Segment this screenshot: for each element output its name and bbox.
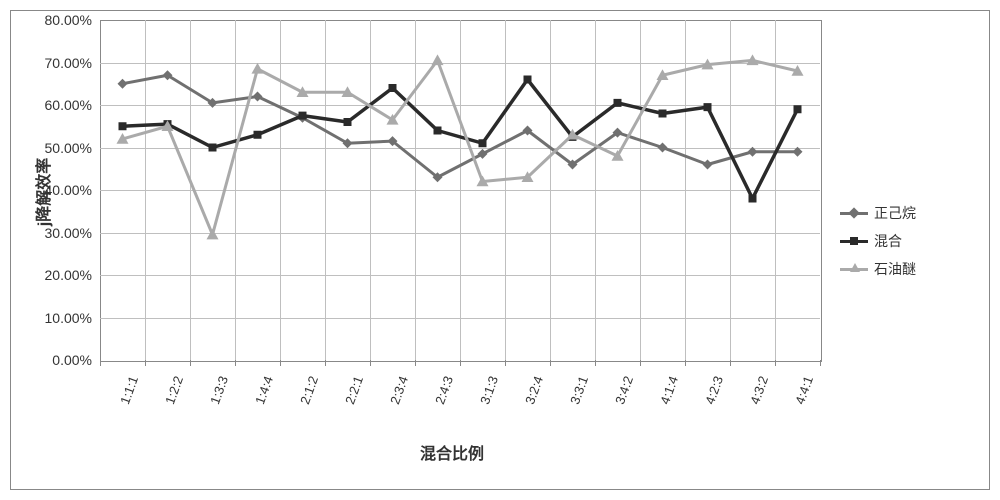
legend-line-icon: [840, 268, 868, 271]
legend-label: 石油醚: [874, 259, 916, 279]
series-marker: [479, 139, 487, 147]
series-marker: [209, 144, 217, 152]
series-marker: [119, 122, 127, 130]
series-line: [123, 80, 798, 199]
legend-item: 混合: [840, 231, 916, 251]
series-marker: [614, 99, 622, 107]
legend-item: 正己烷: [840, 203, 916, 223]
legend: 正己烷混合石油醚: [840, 195, 916, 287]
series-marker: [659, 110, 667, 118]
legend-label: 正己烷: [874, 203, 916, 223]
series-marker: [253, 92, 263, 102]
legend-line-icon: [840, 212, 868, 215]
series-marker: [704, 103, 712, 111]
series-marker: [749, 195, 757, 203]
line-chart: 0.00%10.00%20.00%30.00%40.00%50.00%60.00…: [0, 0, 1000, 500]
series-line: [123, 60, 798, 234]
series-marker: [254, 131, 262, 139]
legend-marker-icon: [850, 263, 860, 272]
series-marker: [793, 147, 803, 157]
series-marker: [207, 229, 219, 240]
series-marker: [524, 76, 532, 84]
series-marker: [389, 84, 397, 92]
legend-item: 石油醚: [840, 259, 916, 279]
series-marker: [344, 118, 352, 126]
series-marker: [658, 143, 668, 153]
series-marker: [299, 112, 307, 120]
series-marker: [794, 105, 802, 113]
legend-line-icon: [840, 240, 868, 243]
series-marker: [703, 160, 713, 170]
series-marker: [434, 127, 442, 135]
legend-marker-icon: [850, 237, 858, 245]
series-marker: [252, 63, 264, 74]
series-marker: [118, 79, 128, 89]
legend-label: 混合: [874, 231, 902, 251]
series-marker: [748, 147, 758, 157]
legend-marker-icon: [848, 207, 859, 218]
series-line: [123, 75, 798, 177]
series-marker: [432, 54, 444, 65]
